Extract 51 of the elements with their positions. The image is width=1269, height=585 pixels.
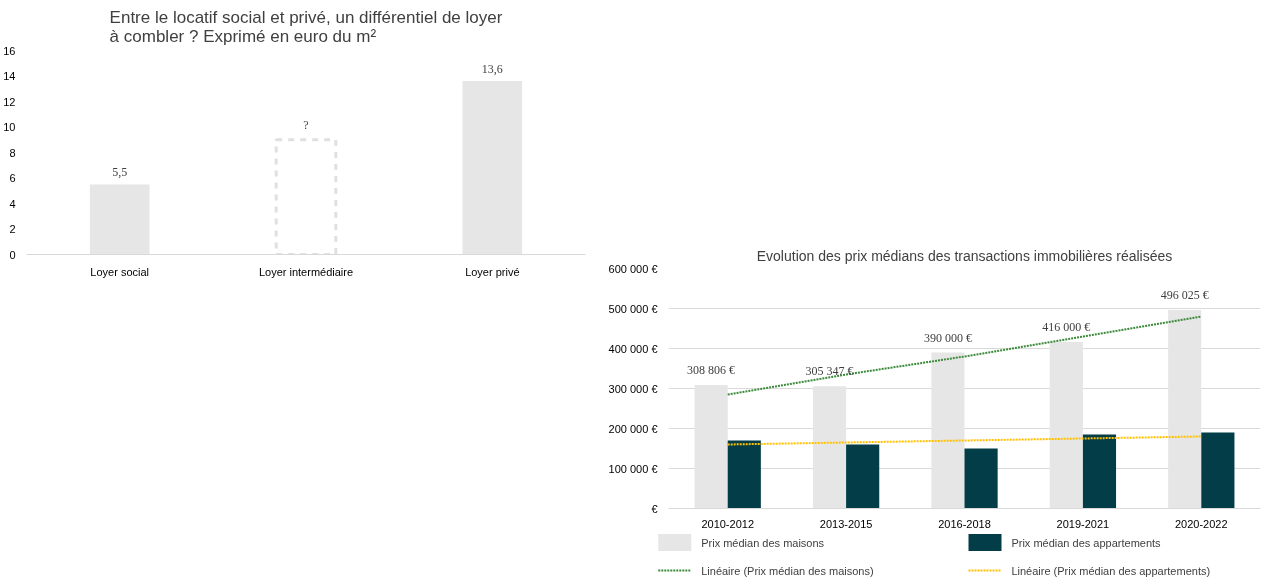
legend-label: Linéaire (Prix médian des maisons) [701, 564, 874, 577]
data-label: 308 806 € [687, 362, 736, 377]
y-tick-label: 300 000 € [608, 382, 658, 395]
y-tick-label: 200 000 € [608, 422, 658, 435]
x-tick-label: 2019-2021 [1056, 517, 1110, 530]
data-label: 5,5 [112, 165, 128, 180]
legend-label: Linéaire (Prix médian des appartements) [1011, 564, 1211, 577]
bar [462, 81, 523, 255]
bar [931, 352, 965, 509]
chart-title: Entre le locatif social et privé, un différentiel de loyer à combler ? Exprimé en euro du m² [109, 7, 503, 46]
legend-label: Prix médian des appartements [1011, 536, 1162, 549]
bar [964, 448, 998, 509]
x-tick-label: 2013-2015 [819, 517, 873, 530]
bar [1201, 432, 1235, 509]
y-tick-label: 10 [3, 121, 16, 133]
x-tick-label: 2020-2022 [1175, 517, 1228, 530]
y-tick-label: 4 [9, 197, 16, 210]
x-tick-label: 2016-2018 [938, 517, 991, 530]
y-tick-label: 2 [9, 223, 16, 235]
data-label: ? [303, 117, 309, 132]
bar [846, 444, 880, 509]
x-tick-label: Loyer social [90, 265, 150, 278]
y-tick-label: 12 [3, 95, 16, 108]
bar [1168, 310, 1202, 509]
chart-title: Evolution des prix médians des transactions immobilières réalisées [756, 247, 1173, 264]
y-tick-label: 16 [3, 44, 16, 57]
y-tick-label: 8 [9, 146, 16, 159]
data-label: 13,6 [481, 62, 503, 77]
y-tick-label: 14 [3, 70, 16, 82]
legend-label: Prix médian des maisons [701, 536, 825, 549]
y-tick-label: 600 000 € [608, 262, 658, 275]
y-tick-label: 6 [9, 172, 16, 184]
bar [812, 386, 847, 509]
line-series [726, 435, 1203, 446]
y-tick-label: 100 000 € [608, 462, 658, 475]
x-tick-label: Loyer privé [465, 265, 520, 278]
y-tick-label: 500 000 € [608, 302, 658, 315]
y-tick-label: 0 [9, 248, 16, 261]
x-tick-label: 2010-2012 [701, 517, 755, 530]
bar [89, 184, 150, 255]
data-label: 496 025 € [1160, 288, 1209, 303]
bar [694, 384, 728, 509]
y-tick-label: € [651, 502, 658, 515]
y-tick-label: 400 000 € [608, 342, 658, 355]
bar [1082, 434, 1117, 509]
x-tick-label: Loyer intermédiaire [258, 265, 354, 278]
data-label: 416 000 € [1042, 320, 1091, 335]
bar [1049, 342, 1083, 509]
data-label: 390 000 € [923, 330, 972, 345]
bar [727, 440, 761, 509]
line-series [726, 315, 1203, 396]
